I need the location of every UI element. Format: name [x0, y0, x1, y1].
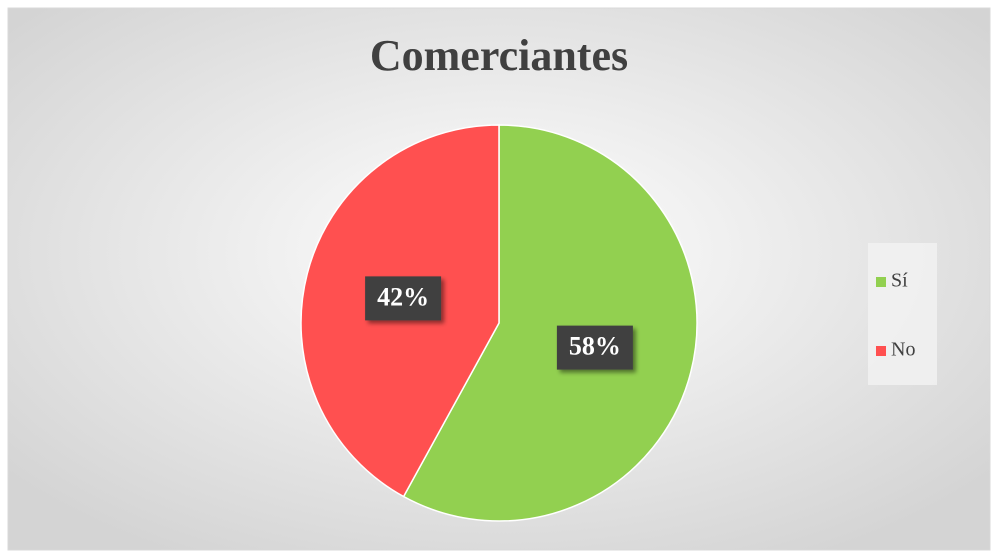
- legend: [868, 243, 937, 385]
- legend-marker: [876, 346, 886, 356]
- data-label-box: [365, 276, 442, 321]
- data-label: 42%: [377, 282, 429, 311]
- data-label-box: [556, 325, 633, 370]
- legend-marker: [876, 277, 886, 287]
- pie-slice: [402, 124, 698, 522]
- legend-label: No: [891, 339, 915, 361]
- legend-label: Sí: [891, 270, 908, 292]
- data-label: 58%: [569, 332, 621, 361]
- chart-title: Comerciantes: [370, 31, 628, 80]
